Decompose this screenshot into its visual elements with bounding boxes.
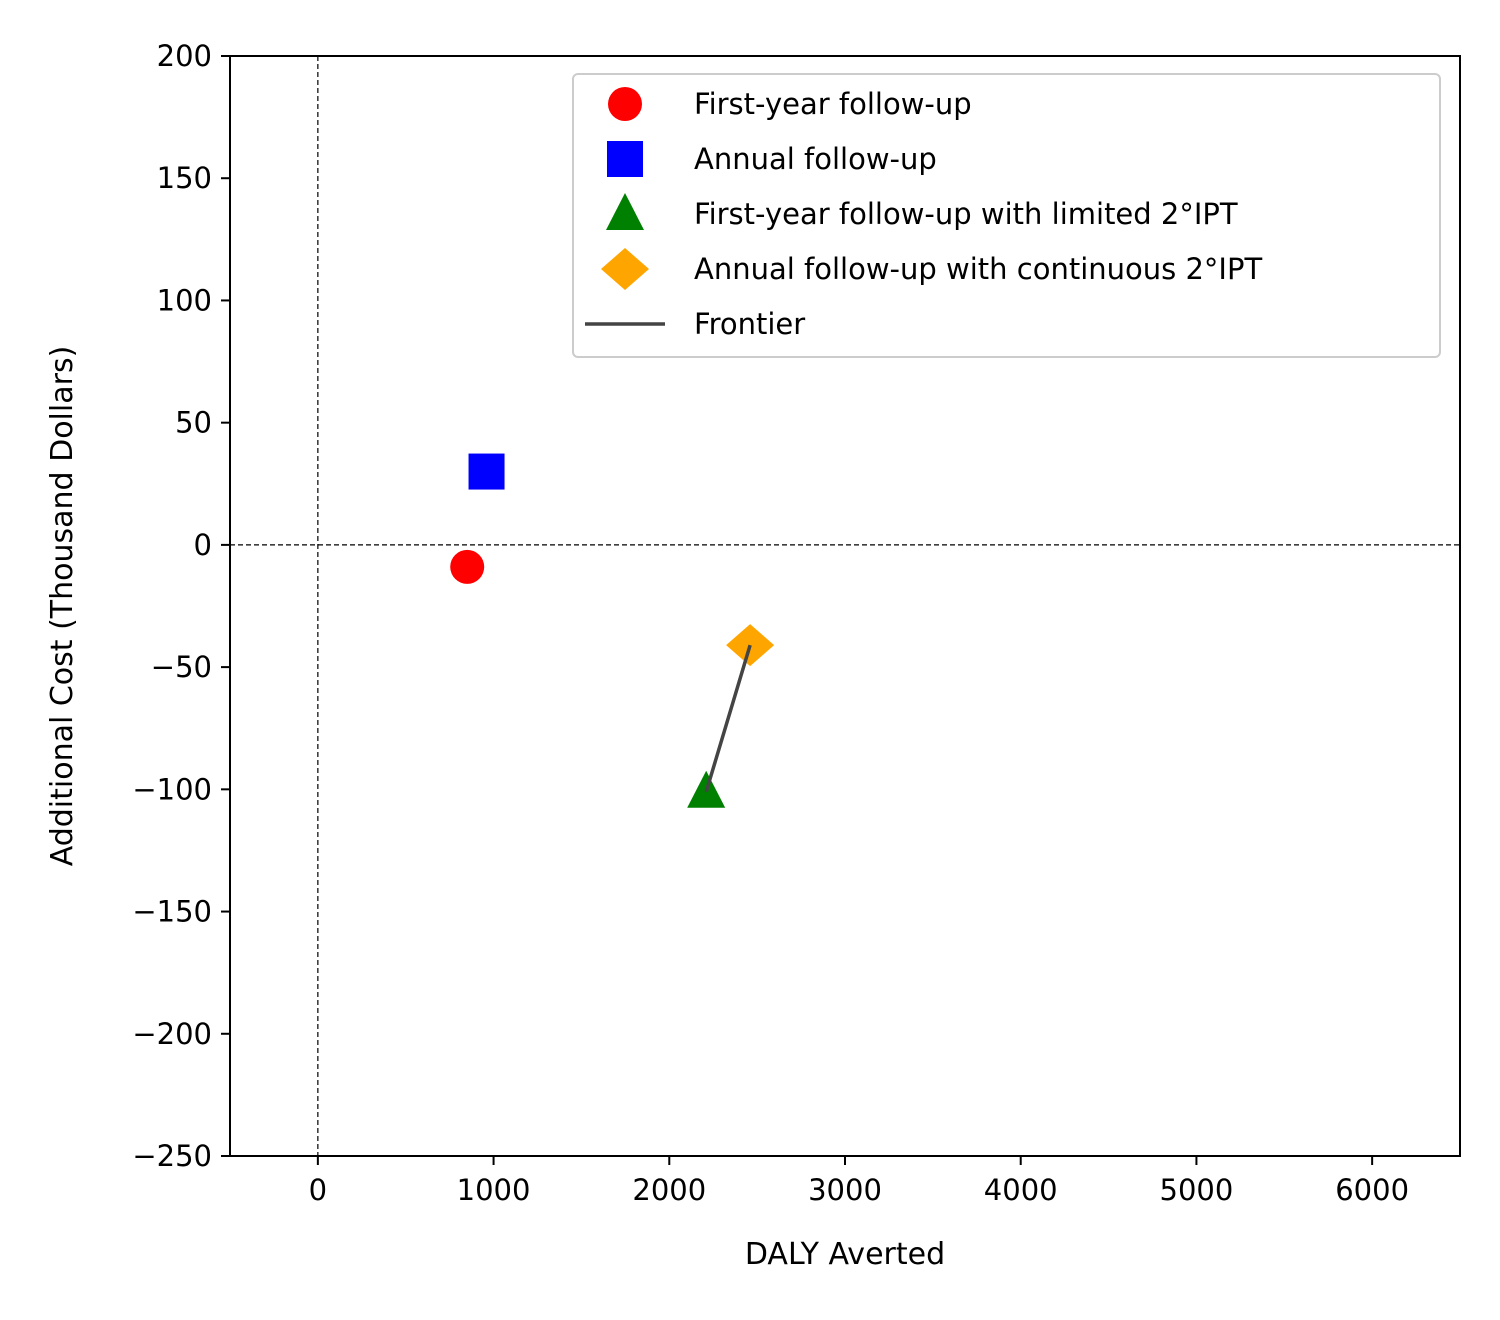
x-tick-label: 6000 [1335, 1173, 1409, 1207]
y-tick-label: −150 [132, 895, 212, 929]
legend-marker-square [607, 141, 643, 177]
legend-label: Annual follow-up [694, 142, 937, 176]
y-tick-label: 0 [194, 528, 212, 562]
legend-entry: Annual follow-up with continuous 2°IPT [601, 248, 1262, 290]
legend-entry: Frontier [585, 307, 805, 341]
legend-label: Frontier [694, 307, 805, 341]
legend-entry: First-year follow-up [608, 87, 972, 121]
y-axis-label: Additional Cost (Thousand Dollars) [45, 346, 80, 867]
frontier-line [704, 644, 752, 793]
y-tick-label: −200 [132, 1017, 212, 1051]
y-axis-ticks: −250 −200 −150 −100 −50 0 50 100 150 200 [132, 39, 230, 1173]
x-axis-ticks: 0 1000 2000 3000 4000 5000 6000 [309, 1156, 1409, 1207]
y-tick-label: 150 [157, 161, 212, 195]
legend-entry: Annual follow-up [607, 141, 937, 177]
data-points [450, 453, 775, 808]
y-tick-label: −100 [132, 772, 212, 806]
data-point-square [468, 453, 505, 490]
reference-lines [230, 56, 1460, 1156]
legend-label: First-year follow-up [694, 87, 972, 121]
x-tick-label: 4000 [984, 1173, 1058, 1207]
legend-marker-circle [608, 87, 642, 121]
x-tick-label: 0 [309, 1173, 327, 1207]
legend-marker-triangle [606, 193, 644, 230]
x-axis-label: DALY Averted [745, 1237, 945, 1272]
y-tick-label: 200 [157, 39, 212, 73]
legend: First-year follow-up Annual follow-up Firs… [572, 73, 1441, 358]
x-tick-label: 3000 [808, 1173, 882, 1207]
y-tick-label: −50 [151, 650, 212, 684]
y-tick-label: 50 [175, 406, 212, 440]
legend-box [572, 73, 1441, 358]
legend-marker-diamond [601, 248, 649, 290]
y-tick-label: 100 [157, 283, 212, 317]
x-tick-label: 1000 [457, 1173, 531, 1207]
legend-label: Annual follow-up with continuous 2°IPT [694, 252, 1262, 286]
y-tick-label: −250 [132, 1139, 212, 1173]
data-point-circle [450, 549, 485, 584]
x-tick-label: 5000 [1160, 1173, 1234, 1207]
x-tick-label: 2000 [632, 1173, 706, 1207]
legend-label: First-year follow-up with limited 2°IPT [694, 197, 1238, 231]
legend-entry: First-year follow-up with limited 2°IPT [606, 193, 1238, 231]
